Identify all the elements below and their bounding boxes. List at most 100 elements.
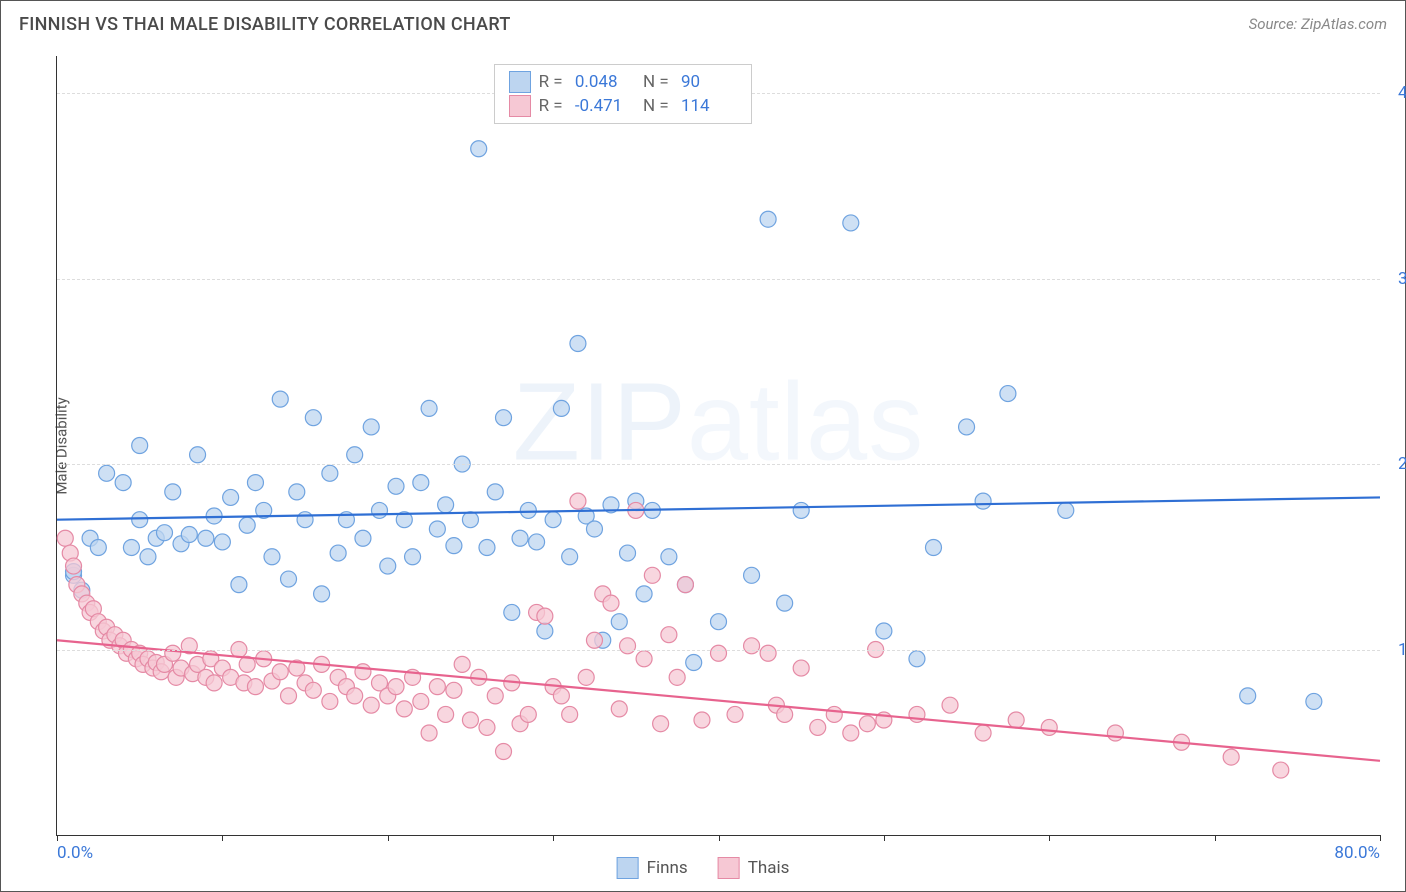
scatter-point bbox=[446, 682, 462, 698]
scatter-point bbox=[99, 465, 115, 481]
scatter-point bbox=[1008, 712, 1024, 728]
scatter-point bbox=[553, 688, 569, 704]
scatter-point bbox=[123, 540, 139, 556]
scatter-point bbox=[562, 549, 578, 565]
legend-n-label: N = bbox=[639, 72, 673, 92]
scatter-point bbox=[487, 688, 503, 704]
scatter-point bbox=[388, 679, 404, 695]
scatter-point bbox=[760, 645, 776, 661]
scatter-point bbox=[247, 679, 263, 695]
scatter-point bbox=[115, 475, 131, 491]
scatter-point bbox=[1058, 502, 1074, 518]
legend-swatch-icon bbox=[509, 95, 531, 117]
scatter-point bbox=[1240, 688, 1256, 704]
y-tick-label: 10.0% bbox=[1384, 640, 1406, 660]
scatter-point bbox=[413, 693, 429, 709]
x-tick-label: 0.0% bbox=[57, 843, 93, 863]
scatter-point bbox=[371, 502, 387, 518]
scatter-point bbox=[669, 669, 685, 685]
scatter-point bbox=[942, 697, 958, 713]
scatter-point bbox=[462, 512, 478, 528]
scatter-point bbox=[66, 558, 82, 574]
scatter-point bbox=[462, 712, 478, 728]
scatter-point bbox=[529, 534, 545, 550]
scatter-point bbox=[959, 419, 975, 435]
scatter-point bbox=[843, 215, 859, 231]
scatter-point bbox=[586, 521, 602, 537]
scatter-point bbox=[1223, 749, 1239, 765]
scatter-point bbox=[421, 725, 437, 741]
x-tick-label: 80.0% bbox=[1334, 843, 1380, 863]
scatter-point bbox=[190, 447, 206, 463]
scatter-point bbox=[388, 478, 404, 494]
scatter-point bbox=[727, 706, 743, 722]
scatter-point bbox=[438, 706, 454, 722]
scatter-point bbox=[206, 675, 222, 691]
scatter-point bbox=[653, 716, 669, 732]
scatter-point bbox=[90, 540, 106, 556]
scatter-point bbox=[496, 410, 512, 426]
chart-title: FINNISH VS THAI MALE DISABILITY CORRELAT… bbox=[19, 14, 511, 35]
scatter-point bbox=[297, 512, 313, 528]
scatter-point bbox=[264, 549, 280, 565]
scatter-point bbox=[562, 706, 578, 722]
scatter-point bbox=[305, 682, 321, 698]
x-tick-mark bbox=[57, 835, 58, 841]
scatter-point bbox=[421, 400, 437, 416]
scatter-point bbox=[314, 586, 330, 602]
scatter-point bbox=[479, 540, 495, 556]
legend-item-label: Thais bbox=[748, 858, 790, 878]
scatter-point bbox=[272, 664, 288, 680]
scatter-point bbox=[247, 475, 263, 491]
x-tick-mark bbox=[553, 835, 554, 841]
scatter-point bbox=[694, 712, 710, 728]
scatter-point bbox=[537, 623, 553, 639]
header-row: FINNISH VS THAI MALE DISABILITY CORRELAT… bbox=[1, 1, 1405, 39]
scatter-point bbox=[512, 530, 528, 546]
scatter-point bbox=[322, 693, 338, 709]
scatter-point bbox=[975, 725, 991, 741]
scatter-point bbox=[347, 447, 363, 463]
scatter-point bbox=[644, 567, 660, 583]
scatter-point bbox=[396, 701, 412, 717]
scatter-point bbox=[520, 502, 536, 518]
legend-swatch-icon bbox=[509, 71, 531, 93]
legend-item: Finns bbox=[617, 857, 688, 879]
scatter-point bbox=[810, 719, 826, 735]
x-tick-mark bbox=[222, 835, 223, 841]
scatter-point bbox=[289, 484, 305, 500]
scatter-point bbox=[611, 614, 627, 630]
scatter-point bbox=[620, 638, 636, 654]
gridline bbox=[57, 464, 1380, 465]
scatter-point bbox=[405, 549, 421, 565]
scatter-point bbox=[677, 577, 693, 593]
scatter-point bbox=[355, 664, 371, 680]
scatter-point bbox=[520, 706, 536, 722]
scatter-point bbox=[363, 419, 379, 435]
chart-frame: FINNISH VS THAI MALE DISABILITY CORRELAT… bbox=[0, 0, 1406, 892]
scatter-point bbox=[429, 521, 445, 537]
legend-swatch-icon bbox=[718, 857, 740, 879]
scatter-point bbox=[281, 571, 297, 587]
legend-r-label: R = bbox=[539, 72, 567, 92]
scatter-point bbox=[760, 211, 776, 227]
legend-r-value: -0.471 bbox=[575, 96, 631, 116]
scatter-point bbox=[479, 719, 495, 735]
scatter-point bbox=[165, 484, 181, 500]
scatter-point bbox=[843, 725, 859, 741]
scatter-point bbox=[347, 688, 363, 704]
scatter-point bbox=[413, 475, 429, 491]
scatter-point bbox=[909, 651, 925, 667]
scatter-point bbox=[446, 538, 462, 554]
scatter-point bbox=[777, 595, 793, 611]
scatter-point bbox=[429, 679, 445, 695]
x-tick-mark bbox=[388, 835, 389, 841]
scatter-point bbox=[363, 697, 379, 713]
scatter-point bbox=[140, 549, 156, 565]
scatter-point bbox=[504, 604, 520, 620]
scatter-point bbox=[620, 545, 636, 561]
legend-stat-row: R = 0.048 N = 90 bbox=[509, 71, 737, 93]
scatter-point bbox=[793, 660, 809, 676]
scatter-point bbox=[711, 645, 727, 661]
source-label: Source: ZipAtlas.com bbox=[1249, 15, 1387, 33]
